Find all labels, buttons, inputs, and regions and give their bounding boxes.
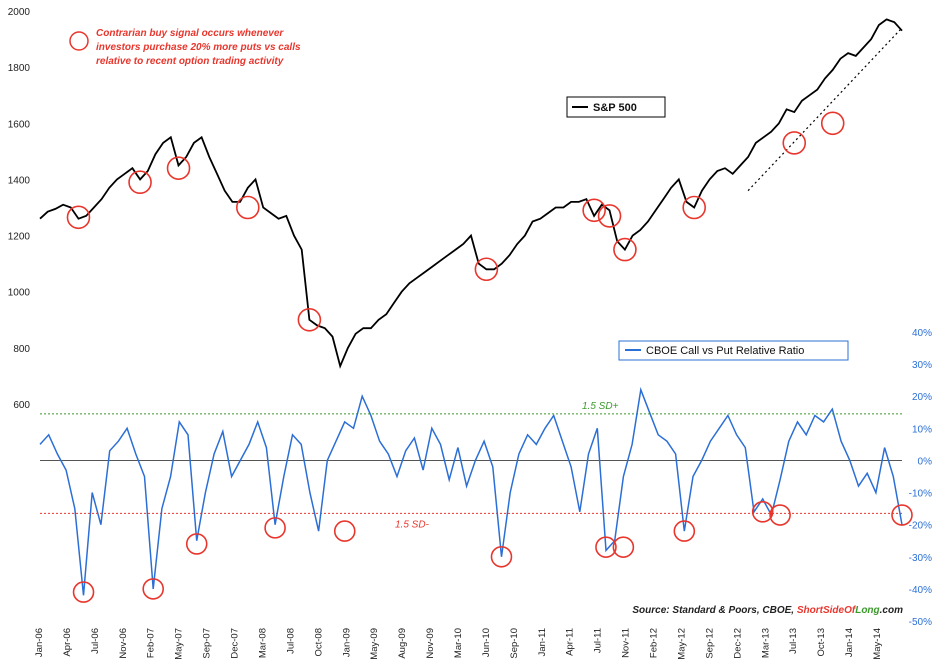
x-tick-label: Sep-12 xyxy=(704,628,715,659)
x-tick-label: Jul-13 xyxy=(788,628,799,654)
x-tick-label: Dec-07 xyxy=(230,628,241,659)
x-tick-label: Jan-11 xyxy=(537,628,548,656)
x-tick-label: Jul-06 xyxy=(90,628,101,654)
right-tick-label: -40% xyxy=(909,585,932,596)
sp500-signal-circle xyxy=(613,237,637,262)
note-line-3: relative to recent option trading activi… xyxy=(96,56,284,67)
x-tick-label: Aug-09 xyxy=(397,628,408,659)
x-tick-label: Sep-07 xyxy=(202,628,213,659)
left-tick-label: 600 xyxy=(13,400,30,411)
left-tick-label: 2000 xyxy=(8,7,31,18)
x-tick-label: Jun-10 xyxy=(481,628,492,657)
x-tick-label: Oct-08 xyxy=(313,628,324,657)
sp500-signal-circle xyxy=(297,307,322,332)
ratio-signal-circle xyxy=(673,520,696,542)
right-tick-label: 10% xyxy=(912,424,932,435)
right-tick-label: 20% xyxy=(912,392,932,403)
x-tick-label: Apr-06 xyxy=(62,628,73,657)
left-tick-label: 1600 xyxy=(8,119,31,130)
note-line-1: Contrarian buy signal occurs whenever xyxy=(96,28,284,39)
left-tick-label: 1000 xyxy=(8,288,31,299)
x-tick-label: Sep-10 xyxy=(509,628,520,659)
source-note: Source: Standard & Poors, CBOE, ShortSid… xyxy=(632,605,903,616)
sp500-signal-circle xyxy=(166,156,191,180)
sp500-series-line xyxy=(39,18,903,369)
legend-ratio: CBOE Call vs Put Relative Ratio xyxy=(618,340,849,361)
x-tick-label: Jul-08 xyxy=(285,628,296,654)
x-tick-label: Dec-12 xyxy=(732,628,743,659)
right-tick-label: -10% xyxy=(909,489,932,500)
right-tick-label: 0% xyxy=(918,456,933,467)
x-tick-label: May-09 xyxy=(369,628,380,660)
legend-ratio-box xyxy=(618,340,849,361)
ratio-signal-circle xyxy=(333,520,356,542)
x-tick-label: Mar-08 xyxy=(257,628,268,658)
sp500-signal-circle xyxy=(66,205,91,230)
x-tick-label: Jan-14 xyxy=(844,628,855,657)
ratio-signal-circle xyxy=(185,533,208,555)
x-tick-label: Feb-12 xyxy=(649,628,660,658)
lower-sd-label: 1.5 SD- xyxy=(395,519,430,530)
note-line-2: investors purchase 20% more puts vs call… xyxy=(96,42,301,53)
x-tick-label: Jul-11 xyxy=(593,628,604,653)
x-tick-label: Nov-09 xyxy=(425,628,436,659)
sp500-signal-circle xyxy=(236,195,260,220)
left-axis-ticks: 600 800 1000 1200 1400 1600 1800 2000 xyxy=(8,7,31,411)
legend-sp500-label: S&P 500 xyxy=(593,102,637,114)
note-signal-circle xyxy=(69,31,89,51)
sp500-signal-circle xyxy=(820,111,845,136)
sp500-signal-circles xyxy=(66,111,845,332)
source-suffix: .com xyxy=(880,605,903,616)
ratio-signal-circles xyxy=(72,501,913,603)
x-tick-label: May-07 xyxy=(174,628,185,660)
ratio-signal-circle xyxy=(72,581,95,603)
legend-sp500-box xyxy=(566,96,666,118)
x-tick-label: Mar-10 xyxy=(453,628,464,658)
source-brand-b: Long xyxy=(855,605,879,616)
x-tick-label: Nov-11 xyxy=(621,628,632,658)
right-tick-label: -50% xyxy=(909,617,932,628)
sp500-signal-circle xyxy=(582,198,606,223)
left-tick-label: 1400 xyxy=(8,175,31,186)
ratio-signal-circle xyxy=(612,536,635,558)
x-tick-label: May-12 xyxy=(676,628,687,660)
ratio-signal-circle xyxy=(264,517,286,539)
right-tick-label: 40% xyxy=(912,328,932,339)
upper-sd-label: 1.5 SD+ xyxy=(582,401,619,412)
sp500-signal-circle xyxy=(782,131,807,155)
sp500-signal-circle xyxy=(682,195,706,220)
x-tick-label: Oct-13 xyxy=(816,628,827,657)
x-tick-label: Nov-06 xyxy=(118,628,129,659)
source-brand-a: ShortSideOf xyxy=(797,605,857,616)
x-tick-label: Apr-11 xyxy=(565,628,576,656)
sp500-signal-circle xyxy=(128,170,152,195)
ratio-series-line xyxy=(39,386,903,596)
x-tick-label: Mar-13 xyxy=(760,628,771,658)
x-tick-label: Jan-09 xyxy=(341,628,352,657)
ratio-signal-circle xyxy=(490,545,513,568)
x-axis-ticks: Jan-06 Apr-06 Jul-06 Nov-06 Feb-07 May-07 Sep-… xyxy=(34,628,883,660)
right-tick-label: -20% xyxy=(909,521,932,532)
left-tick-label: 1200 xyxy=(8,232,31,243)
right-axis-ticks: 40% 30% 20% 10% 0% -10% -20% -30% -40% -50% xyxy=(909,328,932,628)
left-tick-label: 800 xyxy=(13,344,30,355)
ratio-signal-circle xyxy=(891,504,913,526)
x-tick-label: Feb-07 xyxy=(146,628,157,658)
left-tick-label: 1800 xyxy=(8,63,31,74)
sp500-signal-circle xyxy=(597,204,622,228)
right-tick-label: 30% xyxy=(912,360,932,371)
legend-sp500: S&P 500 xyxy=(566,96,666,118)
sp500-signal-circle xyxy=(474,257,499,282)
trend-line xyxy=(747,27,903,192)
x-tick-label: May-14 xyxy=(872,628,883,660)
ratio-signal-circle xyxy=(769,504,791,526)
x-tick-label: Jan-06 xyxy=(34,628,45,657)
source-prefix: Source: Standard & Poors, CBOE, xyxy=(632,605,796,616)
legend-ratio-label: CBOE Call vs Put Relative Ratio xyxy=(646,345,804,357)
right-tick-label: -30% xyxy=(909,553,932,564)
ratio-signal-circle xyxy=(595,536,617,558)
ratio-signal-circle xyxy=(751,501,774,523)
ratio-signal-circle xyxy=(142,578,164,600)
